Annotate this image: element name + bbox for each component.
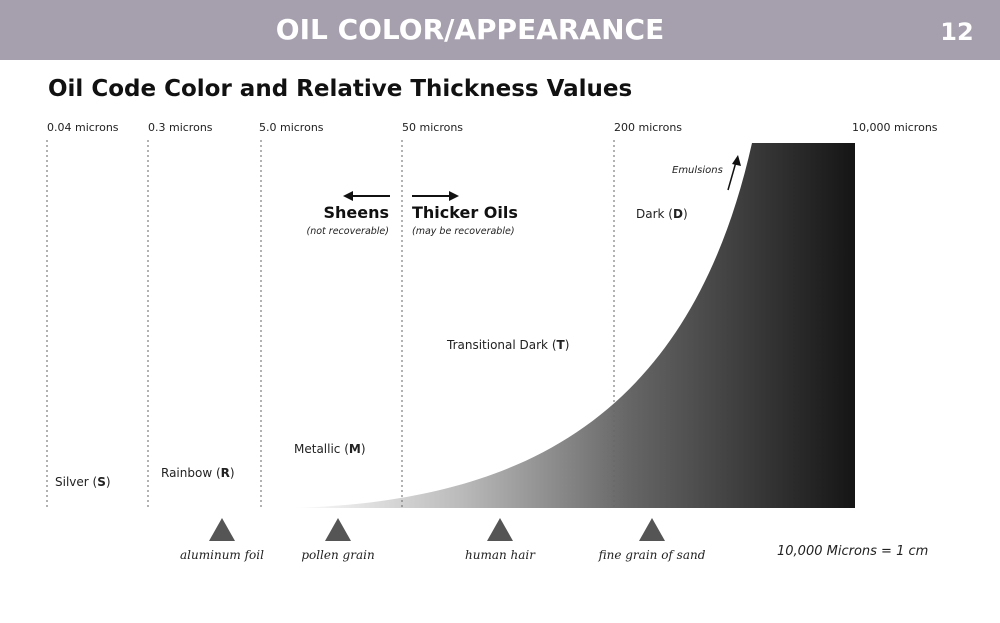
code-close: )	[683, 207, 688, 221]
arrow-head	[732, 155, 741, 166]
dividers	[46, 140, 615, 508]
scale-note: 10,000 Microns = 1 cm	[777, 544, 928, 559]
reference-marker	[639, 518, 665, 541]
code-label: Dark (D)	[636, 207, 688, 221]
header-title: OIL COLOR/APPEARANCE	[276, 13, 664, 46]
sheens-note: (not recoverable)	[307, 226, 390, 237]
threshold-label: 50 microns	[402, 121, 463, 134]
arrow-head	[343, 191, 353, 201]
code-label: Rainbow (R)	[161, 466, 235, 480]
sheens-label: Sheens	[323, 203, 389, 222]
code-close: )	[230, 466, 235, 480]
threshold-label: 10,000 microns	[852, 121, 938, 134]
thicker-note: (may be recoverable)	[412, 226, 515, 237]
threshold-label: 5.0 microns	[259, 121, 324, 134]
code-name: Metallic (	[294, 442, 349, 456]
reference-marker	[209, 518, 235, 541]
title: Oil Code Color and Relative Thickness Va…	[48, 76, 632, 102]
code-name: Silver (	[55, 475, 97, 489]
codes: Silver (S)Rainbow (R)Metallic (M)Transit…	[55, 207, 688, 489]
reference-label: human hair	[465, 548, 536, 562]
reference-label: fine grain of sand	[598, 548, 706, 562]
thicker-label: Thicker Oils	[412, 203, 518, 222]
code-name: Rainbow (	[161, 466, 221, 480]
thresholds: 0.04 microns 0.3 microns 5.0 microns 50 mic…	[47, 121, 938, 134]
code-letter: D	[673, 207, 683, 221]
reference-label: pollen grain	[301, 548, 374, 562]
emulsions-arrow	[727, 161, 737, 191]
code-letter: S	[97, 475, 106, 489]
reference-marker	[325, 518, 351, 541]
code-name: Transitional Dark (	[446, 338, 557, 352]
code-label: Transitional Dark (T)	[446, 338, 569, 352]
reference-marker	[487, 518, 513, 541]
threshold-label: 0.3 microns	[148, 121, 213, 134]
code-label: Metallic (M)	[294, 442, 366, 456]
reference-label: aluminum foil	[180, 548, 264, 562]
emulsions-label: Emulsions	[672, 165, 723, 176]
thickness-curve	[290, 143, 855, 508]
code-label: Silver (S)	[55, 475, 111, 489]
code-letter: M	[349, 442, 361, 456]
code-letter: T	[557, 338, 566, 352]
page-number: 12	[940, 18, 973, 46]
code-close: )	[361, 442, 366, 456]
code-name: Dark (	[636, 207, 673, 221]
arrow-head	[449, 191, 459, 201]
code-close: )	[565, 338, 570, 352]
threshold-label: 200 microns	[614, 121, 682, 134]
code-close: )	[106, 475, 111, 489]
header-bar	[0, 0, 1000, 60]
references: aluminum foil pollen grain human hair fine …	[180, 518, 706, 562]
code-letter: R	[221, 466, 230, 480]
threshold-label: 0.04 microns	[47, 121, 119, 134]
